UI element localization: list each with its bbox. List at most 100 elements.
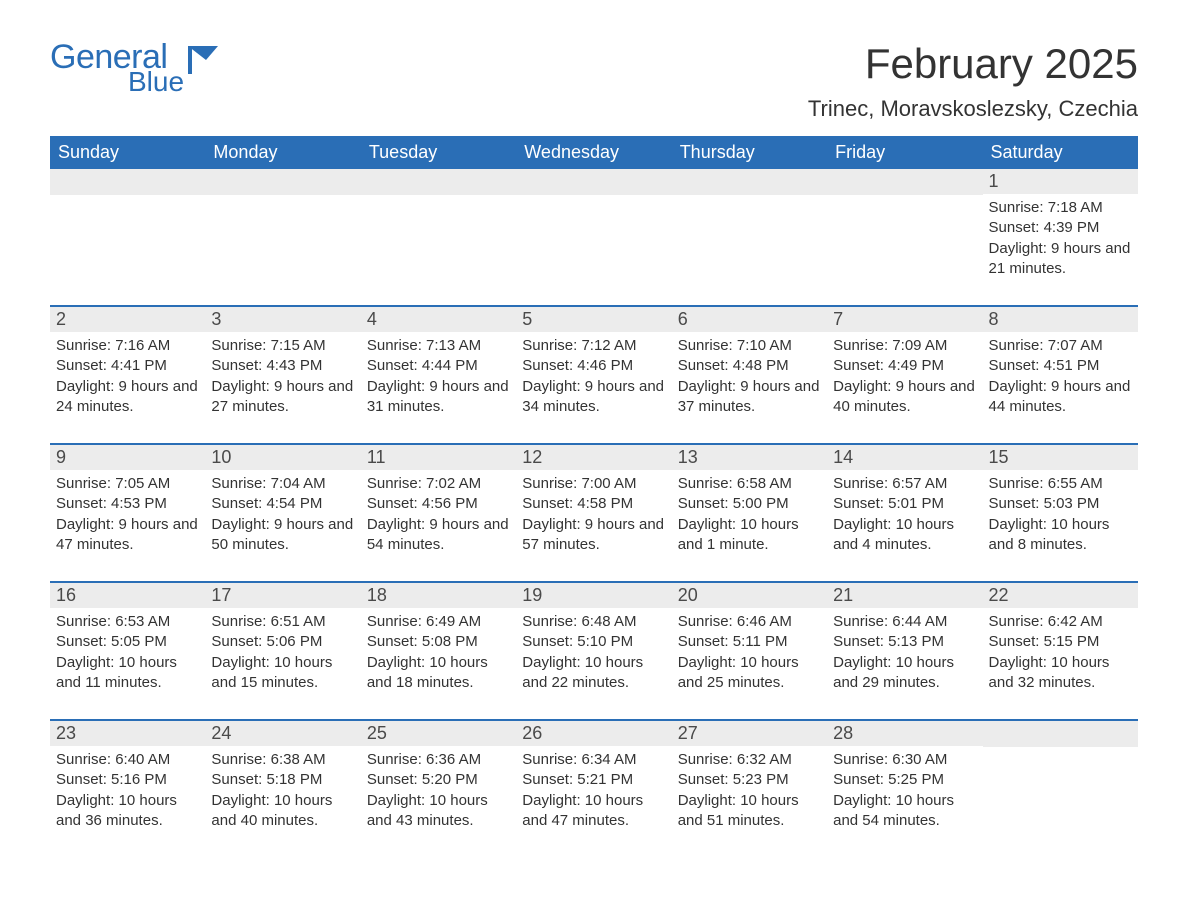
- daylight-text: Daylight: 9 hours and 50 minutes.: [211, 515, 354, 556]
- sunset-text: Sunset: 5:21 PM: [522, 770, 665, 790]
- day-number: 12: [516, 445, 671, 470]
- sunrise-text: Sunrise: 7:04 AM: [211, 474, 354, 494]
- sunrise-text: Sunrise: 6:49 AM: [367, 612, 510, 632]
- day-number: 27: [672, 721, 827, 746]
- sunrise-text: Sunrise: 7:02 AM: [367, 474, 510, 494]
- day-number: 11: [361, 445, 516, 470]
- logo: General Blue: [50, 40, 224, 96]
- day-number: 5: [516, 307, 671, 332]
- day-number: 15: [983, 445, 1138, 470]
- sunset-text: Sunset: 5:06 PM: [211, 632, 354, 652]
- day-cell: 7 Sunrise: 7:09 AMSunset: 4:49 PMDaylight…: [827, 307, 982, 425]
- day-body: Sunrise: 7:07 AMSunset: 4:51 PMDaylight:…: [983, 332, 1138, 425]
- day-cell: 6 Sunrise: 7:10 AMSunset: 4:48 PMDaylight…: [672, 307, 827, 425]
- sunrise-text: Sunrise: 6:36 AM: [367, 750, 510, 770]
- day-body: Sunrise: 6:44 AMSunset: 5:13 PMDaylight:…: [827, 608, 982, 701]
- day-body: Sunrise: 6:48 AMSunset: 5:10 PMDaylight:…: [516, 608, 671, 701]
- day-number: 1: [983, 169, 1138, 194]
- sunset-text: Sunset: 4:48 PM: [678, 356, 821, 376]
- day-number: 25: [361, 721, 516, 746]
- month-title: February 2025: [808, 40, 1138, 88]
- day-body: Sunrise: 6:38 AMSunset: 5:18 PMDaylight:…: [205, 746, 360, 839]
- sunset-text: Sunset: 5:05 PM: [56, 632, 199, 652]
- sunset-text: Sunset: 5:08 PM: [367, 632, 510, 652]
- empty-day: [516, 169, 671, 195]
- sunrise-text: Sunrise: 6:48 AM: [522, 612, 665, 632]
- sunset-text: Sunset: 4:41 PM: [56, 356, 199, 376]
- day-body: Sunrise: 6:55 AMSunset: 5:03 PMDaylight:…: [983, 470, 1138, 563]
- day-number: 20: [672, 583, 827, 608]
- day-cell: [672, 169, 827, 287]
- sunset-text: Sunset: 4:54 PM: [211, 494, 354, 514]
- sunrise-text: Sunrise: 7:12 AM: [522, 336, 665, 356]
- day-body: Sunrise: 7:02 AMSunset: 4:56 PMDaylight:…: [361, 470, 516, 563]
- day-body: Sunrise: 6:57 AMSunset: 5:01 PMDaylight:…: [827, 470, 982, 563]
- daylight-text: Daylight: 10 hours and 18 minutes.: [367, 653, 510, 694]
- sunset-text: Sunset: 5:11 PM: [678, 632, 821, 652]
- day-cell: 28Sunrise: 6:30 AMSunset: 5:25 PMDayligh…: [827, 721, 982, 839]
- day-cell: [516, 169, 671, 287]
- day-number: 9: [50, 445, 205, 470]
- daylight-text: Daylight: 9 hours and 24 minutes.: [56, 377, 199, 418]
- day-cell: 26Sunrise: 6:34 AMSunset: 5:21 PMDayligh…: [516, 721, 671, 839]
- day-number: 7: [827, 307, 982, 332]
- daylight-text: Daylight: 10 hours and 4 minutes.: [833, 515, 976, 556]
- day-body: Sunrise: 7:00 AMSunset: 4:58 PMDaylight:…: [516, 470, 671, 563]
- day-cell: 8Sunrise: 7:07 AMSunset: 4:51 PMDaylight…: [983, 307, 1138, 425]
- weeks-container: 1Sunrise: 7:18 AMSunset: 4:39 PMDaylight…: [50, 169, 1138, 839]
- daylight-text: Daylight: 10 hours and 47 minutes.: [522, 791, 665, 832]
- day-header-tuesday: Tuesday: [361, 136, 516, 169]
- day-body: Sunrise: 6:46 AMSunset: 5:11 PMDaylight:…: [672, 608, 827, 701]
- day-number: 4: [361, 307, 516, 332]
- day-cell: 17Sunrise: 6:51 AMSunset: 5:06 PMDayligh…: [205, 583, 360, 701]
- daylight-text: Daylight: 10 hours and 32 minutes.: [989, 653, 1132, 694]
- day-cell: [50, 169, 205, 287]
- week-row: 9Sunrise: 7:05 AMSunset: 4:53 PMDaylight…: [50, 443, 1138, 563]
- daylight-text: Daylight: 10 hours and 8 minutes.: [989, 515, 1132, 556]
- sunrise-text: Sunrise: 7:09 AM: [833, 336, 976, 356]
- sunrise-text: Sunrise: 7:10 AM: [678, 336, 821, 356]
- logo-line2: Blue: [50, 68, 184, 96]
- day-header-thursday: Thursday: [672, 136, 827, 169]
- sunset-text: Sunset: 5:13 PM: [833, 632, 976, 652]
- sunrise-text: Sunrise: 6:42 AM: [989, 612, 1132, 632]
- daylight-text: Daylight: 10 hours and 22 minutes.: [522, 653, 665, 694]
- daylight-text: Daylight: 10 hours and 11 minutes.: [56, 653, 199, 694]
- sunset-text: Sunset: 4:58 PM: [522, 494, 665, 514]
- sunset-text: Sunset: 5:16 PM: [56, 770, 199, 790]
- sunrise-text: Sunrise: 6:51 AM: [211, 612, 354, 632]
- empty-day: [827, 169, 982, 195]
- sunset-text: Sunset: 4:39 PM: [989, 218, 1132, 238]
- day-cell: 18Sunrise: 6:49 AMSunset: 5:08 PMDayligh…: [361, 583, 516, 701]
- day-header-friday: Friday: [827, 136, 982, 169]
- day-cell: 4Sunrise: 7:13 AMSunset: 4:44 PMDaylight…: [361, 307, 516, 425]
- day-number: 6: [672, 307, 827, 332]
- sunset-text: Sunset: 4:49 PM: [833, 356, 976, 376]
- daylight-text: Daylight: 10 hours and 1 minute.: [678, 515, 821, 556]
- day-number: 3: [205, 307, 360, 332]
- daylight-text: Daylight: 9 hours and 54 minutes.: [367, 515, 510, 556]
- day-number: 14: [827, 445, 982, 470]
- daylight-text: Daylight: 9 hours and 27 minutes.: [211, 377, 354, 418]
- sunrise-text: Sunrise: 6:58 AM: [678, 474, 821, 494]
- daylight-text: Daylight: 9 hours and 37 minutes.: [678, 377, 821, 418]
- day-number: 10: [205, 445, 360, 470]
- day-cell: 1Sunrise: 7:18 AMSunset: 4:39 PMDaylight…: [983, 169, 1138, 287]
- day-cell: 19Sunrise: 6:48 AMSunset: 5:10 PMDayligh…: [516, 583, 671, 701]
- daylight-text: Daylight: 9 hours and 40 minutes.: [833, 377, 976, 418]
- day-body: Sunrise: 7:13 AMSunset: 4:44 PMDaylight:…: [361, 332, 516, 425]
- sunset-text: Sunset: 5:10 PM: [522, 632, 665, 652]
- day-body: Sunrise: 6:40 AMSunset: 5:16 PMDaylight:…: [50, 746, 205, 839]
- sunrise-text: Sunrise: 7:13 AM: [367, 336, 510, 356]
- sunrise-text: Sunrise: 6:32 AM: [678, 750, 821, 770]
- day-header-sunday: Sunday: [50, 136, 205, 169]
- day-cell: [205, 169, 360, 287]
- daylight-text: Daylight: 9 hours and 34 minutes.: [522, 377, 665, 418]
- empty-day: [50, 169, 205, 195]
- day-body: Sunrise: 6:58 AMSunset: 5:00 PMDaylight:…: [672, 470, 827, 563]
- sunset-text: Sunset: 5:15 PM: [989, 632, 1132, 652]
- location: Trinec, Moravskoslezsky, Czechia: [808, 96, 1138, 122]
- calendar: Sunday Monday Tuesday Wednesday Thursday…: [50, 136, 1138, 839]
- daylight-text: Daylight: 9 hours and 21 minutes.: [989, 239, 1132, 280]
- sunset-text: Sunset: 5:01 PM: [833, 494, 976, 514]
